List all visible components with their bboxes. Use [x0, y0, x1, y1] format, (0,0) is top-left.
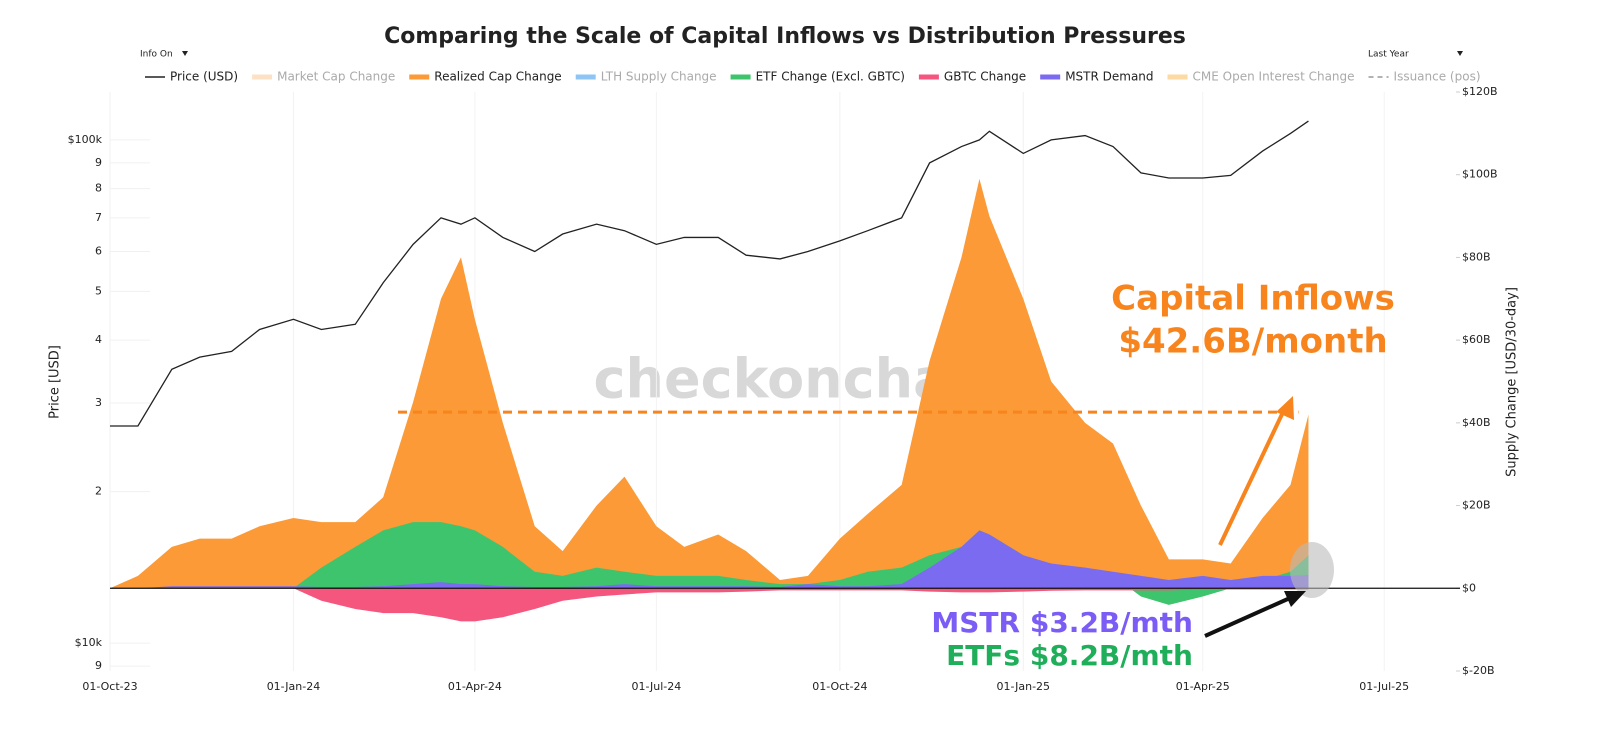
- y2-tick-label: $80B: [1462, 250, 1491, 263]
- x-tick-label: 01-Oct-24: [812, 680, 867, 693]
- info-dropdown[interactable]: Info On: [140, 50, 188, 60]
- x-tick-label: 01-Jul-25: [1359, 680, 1409, 693]
- legend-label: GBTC Change: [944, 70, 1026, 84]
- y-tick-label: 4: [95, 333, 102, 346]
- range-dropdown[interactable]: Last Year: [1368, 50, 1463, 60]
- dropdown-arrow[interactable]: [182, 51, 188, 56]
- y-tick-label: 8: [95, 182, 102, 195]
- plot-area: [109, 91, 1460, 672]
- legend-item: ETF Change (Excl. GBTC): [730, 70, 905, 84]
- y-tick-label: 7: [95, 211, 102, 224]
- y2-tick-label: $-20B: [1462, 664, 1495, 677]
- y-tick-label: 3: [95, 396, 102, 409]
- y-axis-title: Price [USD]: [48, 345, 63, 419]
- y2-tick-label: $40B: [1462, 416, 1491, 429]
- x-tick-label: 01-Oct-23: [82, 680, 137, 693]
- legend-label: CME Open Interest Change: [1193, 70, 1355, 84]
- highlight: [1290, 542, 1334, 598]
- legend-item: CME Open Interest Change: [1167, 70, 1355, 84]
- y-tick-label: 6: [95, 245, 102, 258]
- x-tick-label: 01-Apr-25: [1176, 680, 1230, 693]
- legend-item: Realized Cap Change: [409, 70, 562, 84]
- y-tick-label: 9: [95, 659, 102, 672]
- legend-label: Issuance (pos): [1394, 70, 1481, 84]
- legend-label: LTH Supply Change: [601, 70, 717, 84]
- arrowhead: [1284, 591, 1306, 607]
- legend-item: MSTR Demand: [1040, 70, 1154, 84]
- legend-item: LTH Supply Change: [575, 70, 717, 84]
- range-label[interactable]: Last Year: [1368, 50, 1409, 60]
- y-tick-label: $100k: [68, 133, 103, 146]
- y2-axis-title: Supply Change [USD/30-day]: [1505, 287, 1520, 477]
- overlay: Capital Inflows$42.6B/month MSTR $3.2B/mt…: [398, 279, 1395, 672]
- legend-label: ETF Change (Excl. GBTC): [756, 70, 905, 84]
- y-tick-label: 9: [95, 156, 102, 169]
- legend-label: Market Cap Change: [277, 70, 395, 84]
- area: [110, 178, 1309, 589]
- legend-item: Issuance (pos): [1368, 70, 1481, 84]
- legend-item: Price (USD): [145, 70, 238, 84]
- y2-tick-label: $0: [1462, 581, 1476, 594]
- y-tick-label: $10k: [75, 636, 103, 649]
- y2-tick-label: $100B: [1462, 168, 1498, 181]
- legend-item: Market Cap Change: [252, 70, 395, 84]
- legend-label: Price (USD): [170, 70, 238, 84]
- info-label[interactable]: Info On: [140, 50, 173, 60]
- legend-label: Realized Cap Change: [434, 70, 561, 84]
- arrowhead: [1276, 396, 1294, 420]
- annotation: Capital Inflows: [1111, 279, 1395, 319]
- annotation: MSTR $3.2B/mth: [931, 606, 1193, 639]
- price-line: [110, 120, 1309, 427]
- y-tick-label: 5: [95, 284, 102, 297]
- y2-tick-label: $120B: [1462, 85, 1498, 98]
- annotation: ETFs $8.2B/mth: [946, 639, 1193, 672]
- x-tick-label: 01-Jul-24: [631, 680, 681, 693]
- y2-tick-label: $60B: [1462, 333, 1491, 346]
- area: [110, 588, 1309, 622]
- chart-title: Comparing the Scale of Capital Inflows v…: [384, 24, 1186, 49]
- x-tick-label: 01-Apr-24: [448, 680, 502, 693]
- annotation: $42.6B/month: [1118, 322, 1387, 362]
- y-tick-label: 2: [95, 485, 102, 498]
- area: [110, 530, 1309, 589]
- legend-item: GBTC Change: [918, 70, 1026, 84]
- x-tick-label: 01-Jan-25: [997, 680, 1051, 693]
- dropdown-arrow[interactable]: [1457, 51, 1463, 56]
- x-tick-label: 01-Jan-24: [267, 680, 321, 693]
- legend-label: MSTR Demand: [1065, 70, 1153, 84]
- arrow: [1204, 596, 1291, 638]
- y2-tick-label: $20B: [1462, 499, 1491, 512]
- arrow: [1218, 409, 1286, 546]
